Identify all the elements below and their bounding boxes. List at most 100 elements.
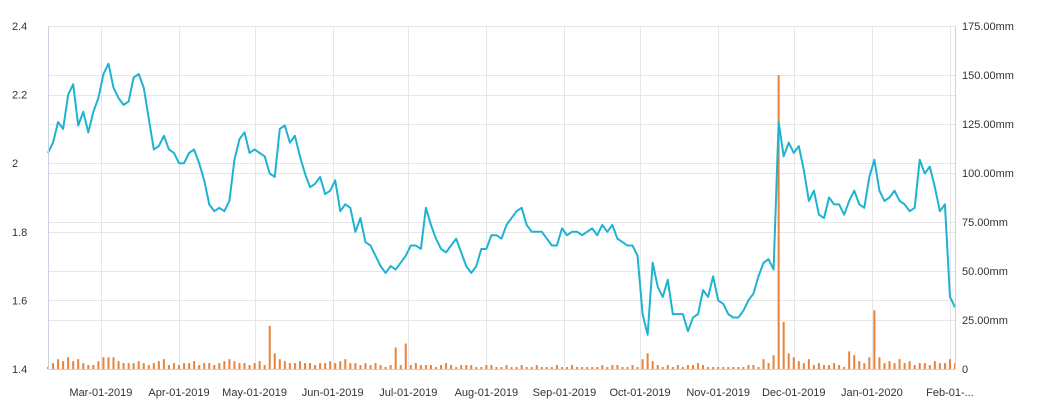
precip-bar [450, 365, 453, 369]
precip-bar [309, 363, 312, 369]
precip-bar [873, 310, 876, 369]
precip-bar [843, 367, 846, 369]
precip-bar [268, 325, 271, 369]
precip-bar [198, 365, 201, 369]
precip-bar [102, 357, 105, 369]
precip-bar [142, 363, 145, 369]
precip-bar [702, 365, 705, 369]
precip-bar [948, 359, 951, 369]
precip-bar [157, 361, 160, 369]
y-tick-label: 1.8 [12, 227, 27, 239]
precip-bar [686, 365, 689, 369]
precip-bar [97, 361, 100, 369]
precip-bar [218, 363, 221, 369]
precip-bar [374, 363, 377, 369]
y2-tick-label: 25.00mm [962, 315, 1008, 327]
precip-bar [737, 367, 740, 369]
precip-bar [928, 365, 931, 369]
precip-bar [319, 363, 322, 369]
precip-bar [581, 367, 584, 369]
precip-bar [853, 355, 856, 369]
precip-bar [223, 361, 226, 369]
precip-bar [787, 353, 790, 369]
precip-bar [782, 321, 785, 369]
precip-bar [833, 363, 836, 369]
precip-bar [943, 363, 946, 369]
precip-bar [339, 361, 342, 369]
x-tick-label: Jul-01-2019 [379, 387, 437, 399]
precip-bar [67, 357, 70, 369]
y-tick-label: 2.4 [12, 21, 27, 33]
precip-bar [530, 367, 533, 369]
precip-bar [183, 363, 186, 369]
precip-bar [571, 365, 574, 369]
precip-bar [807, 359, 810, 369]
x-tick-label: Apr-01-2019 [148, 387, 209, 399]
y-tick-label: 1.4 [12, 364, 27, 376]
y2-tick-label: 0 [962, 364, 968, 376]
precip-bar [72, 361, 75, 369]
precip-bar [364, 363, 367, 369]
precip-bar [490, 365, 493, 369]
precip-bar [82, 363, 85, 369]
precip-bar [591, 367, 594, 369]
x-tick-label: Sep-01-2019 [533, 387, 597, 399]
precip-bar [908, 361, 911, 369]
precip-bar [344, 359, 347, 369]
precip-bar [147, 365, 150, 369]
precip-bar [767, 363, 770, 369]
precip-bar [697, 363, 700, 369]
precip-bar [838, 365, 841, 369]
precip-bar [621, 367, 624, 369]
precip-bar [893, 363, 896, 369]
precip-bar [273, 353, 276, 369]
precip-bar [495, 367, 498, 369]
precip-bar [298, 361, 301, 369]
precip-bar [178, 365, 181, 369]
precip-bar [324, 363, 327, 369]
precip-bar [616, 365, 619, 369]
precip-bar [465, 365, 468, 369]
precip-bar [258, 361, 261, 369]
precip-bar [540, 367, 543, 369]
precip-bar [712, 367, 715, 369]
precip-bar [354, 363, 357, 369]
precip-bar [203, 363, 206, 369]
precip-bar [117, 361, 120, 369]
precip-bar [651, 361, 654, 369]
precip-bar [611, 365, 614, 369]
precip-bar [359, 365, 362, 369]
x-tick-label: Oct-01-2019 [609, 387, 670, 399]
precip-bar [162, 359, 165, 369]
precip-bar [394, 347, 397, 369]
y-tick-label: 1.6 [12, 295, 27, 307]
precip-bar [188, 363, 191, 369]
precip-bar [586, 367, 589, 369]
precip-bar [233, 361, 236, 369]
precip-bar [817, 363, 820, 369]
precip-bar [208, 363, 211, 369]
precip-bar [243, 363, 246, 369]
precip-bar [314, 365, 317, 369]
precip-bar [757, 367, 760, 369]
precip-bar [122, 363, 125, 369]
precip-bar [636, 367, 639, 369]
precip-bar [480, 367, 483, 369]
precip-bar [213, 365, 216, 369]
precip-bar [560, 367, 563, 369]
y2-tick-label: 100.00mm [962, 168, 1014, 180]
precip-bar [923, 363, 926, 369]
precip-bar [288, 363, 291, 369]
precip-bar [707, 367, 710, 369]
precip-bar [566, 367, 569, 369]
precip-bar [399, 365, 402, 369]
precip-bar [535, 365, 538, 369]
precip-bar [293, 363, 296, 369]
precip-bar [455, 367, 458, 369]
precip-bar [918, 363, 921, 369]
precip-bar [898, 359, 901, 369]
grid [48, 26, 955, 370]
precip-bar [384, 367, 387, 369]
precip-bar [77, 359, 80, 369]
precip-bar [57, 359, 60, 369]
